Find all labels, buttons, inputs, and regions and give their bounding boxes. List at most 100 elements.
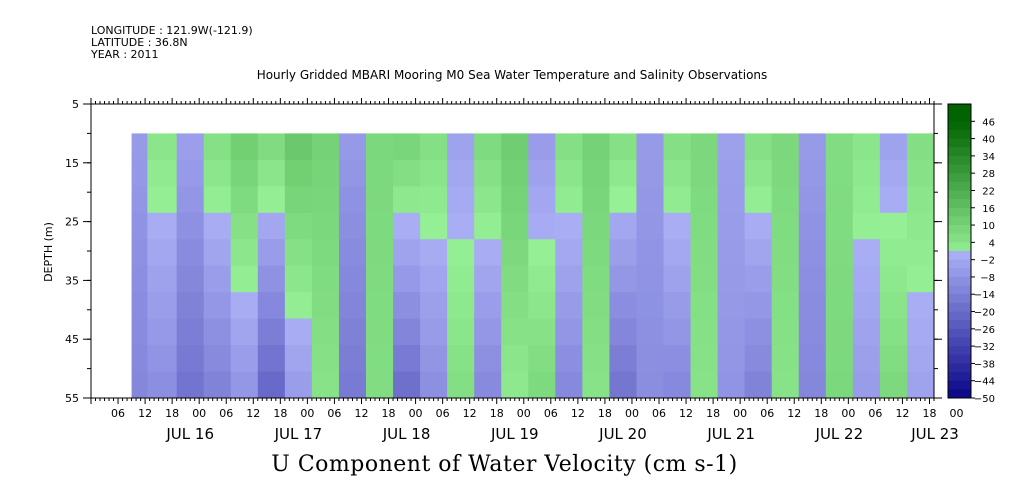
colorbar-swatch xyxy=(948,181,971,191)
heatmap-cell xyxy=(420,133,448,161)
heatmap-cell xyxy=(501,318,529,346)
heatmap-cell xyxy=(147,265,178,293)
heatmap-cell xyxy=(474,159,502,187)
heatmap-cell xyxy=(131,159,148,187)
heatmap-cell xyxy=(447,371,475,399)
heatmap-cell xyxy=(771,265,800,293)
x-axis: 06 12 18 00 06 12 18 00 06 12 18 00 06 12 18 00 06 12 18 00… xyxy=(90,98,964,443)
year-label: YEAR : 2011 xyxy=(91,48,159,61)
heatmap-cell xyxy=(420,318,448,346)
heatmap-cell xyxy=(906,133,935,161)
heatmap-cell xyxy=(906,292,935,320)
heatmap-cell xyxy=(771,371,800,399)
x-hour-label: 06 xyxy=(111,407,125,420)
heatmap-cell xyxy=(230,159,259,187)
heatmap-cell xyxy=(203,239,232,267)
heatmap-cell xyxy=(230,133,259,161)
x-hour-label: 12 xyxy=(246,407,260,420)
heatmap-cell xyxy=(852,239,881,267)
heatmap-cell xyxy=(555,186,583,214)
heatmap-cell xyxy=(365,159,394,187)
heatmap-cell xyxy=(393,265,421,293)
heatmap-cell xyxy=(131,345,148,372)
heatmap-cell xyxy=(257,318,286,346)
heatmap-cell xyxy=(744,318,773,346)
heatmap-cell xyxy=(176,133,205,161)
heatmap-cell xyxy=(365,133,394,161)
heatmap-cell xyxy=(501,292,529,320)
x-hour-label: 18 xyxy=(706,407,720,420)
heatmap-cell xyxy=(501,133,529,161)
heatmap-cell xyxy=(798,133,827,161)
heatmap-cell xyxy=(555,265,583,293)
x-hour-label: 06 xyxy=(327,407,341,420)
heatmap-cell xyxy=(501,345,529,372)
colorbar-label: 22 xyxy=(982,186,995,197)
heatmap-cell xyxy=(365,345,394,372)
heatmap-cell xyxy=(636,186,664,214)
heatmap-cell xyxy=(825,159,854,187)
heatmap-cell xyxy=(744,133,773,161)
heatmap-cell xyxy=(447,239,475,267)
x-day-label: JUL 16 xyxy=(165,425,214,443)
heatmap-cell xyxy=(131,318,148,346)
x-hour-label: 12 xyxy=(463,407,477,420)
heatmap-cell xyxy=(365,265,394,293)
heatmap-cell xyxy=(717,133,746,161)
colorbar-swatch xyxy=(948,129,971,139)
heatmap-cell xyxy=(203,265,232,293)
heatmap-cell xyxy=(447,212,475,240)
heatmap-cell xyxy=(879,239,908,267)
heatmap-cell xyxy=(636,133,664,161)
heatmap-cell xyxy=(609,133,637,161)
x-day-label: JUL 23 xyxy=(910,425,959,443)
heatmap-cell xyxy=(230,292,259,320)
heatmap-cell xyxy=(798,239,827,267)
heatmap-cell xyxy=(798,186,827,214)
heatmap-cell xyxy=(852,133,881,161)
heatmap-cell xyxy=(555,159,583,187)
heatmap-cell xyxy=(852,186,881,214)
heatmap-cell xyxy=(393,212,421,240)
heatmap-cell xyxy=(609,159,637,187)
heatmap-cell xyxy=(879,371,908,399)
heatmap-cell xyxy=(147,239,178,267)
heatmap-cell xyxy=(230,265,259,293)
colorbar-swatch xyxy=(948,294,971,304)
heatmap-cell xyxy=(365,318,394,346)
heatmap-cell xyxy=(528,265,556,293)
x-hour-label: 00 xyxy=(733,407,747,420)
heatmap-cell xyxy=(176,292,205,320)
heatmap-cell xyxy=(338,133,367,161)
heatmap-cell xyxy=(176,159,205,187)
x-hour-label: 12 xyxy=(679,407,693,420)
heatmap-cell xyxy=(528,159,556,187)
heatmap-cell xyxy=(636,318,664,346)
heatmap-cell xyxy=(447,133,475,161)
heatmap-cell xyxy=(420,212,448,240)
colorbar-swatch xyxy=(948,328,971,338)
heatmap-cell xyxy=(582,292,610,320)
colorbar-swatch xyxy=(948,380,971,390)
heatmap-cell xyxy=(879,345,908,372)
x-hour-label: 18 xyxy=(814,407,828,420)
heatmap-cell xyxy=(474,212,502,240)
heatmap-cell xyxy=(717,371,746,399)
colorbar-label: −8 xyxy=(980,273,995,284)
colorbar-swatch xyxy=(948,104,971,114)
x-hour-label: 18 xyxy=(165,407,179,420)
heatmap-cell xyxy=(284,159,313,187)
heatmap-cell xyxy=(690,292,719,320)
heatmap-cell xyxy=(147,186,178,214)
heatmap-cell xyxy=(474,186,502,214)
heatmap-cell xyxy=(582,186,610,214)
heatmap-cell xyxy=(879,186,908,214)
heatmap-cell xyxy=(771,292,800,320)
heatmap-cell xyxy=(257,159,286,187)
heatmap-cell xyxy=(771,239,800,267)
x-day-label: JUL 18 xyxy=(382,425,431,443)
heatmap-cell xyxy=(501,371,529,399)
heatmap-cell xyxy=(825,212,854,240)
heatmap-cell xyxy=(311,159,340,187)
heatmap-cell xyxy=(365,292,394,320)
